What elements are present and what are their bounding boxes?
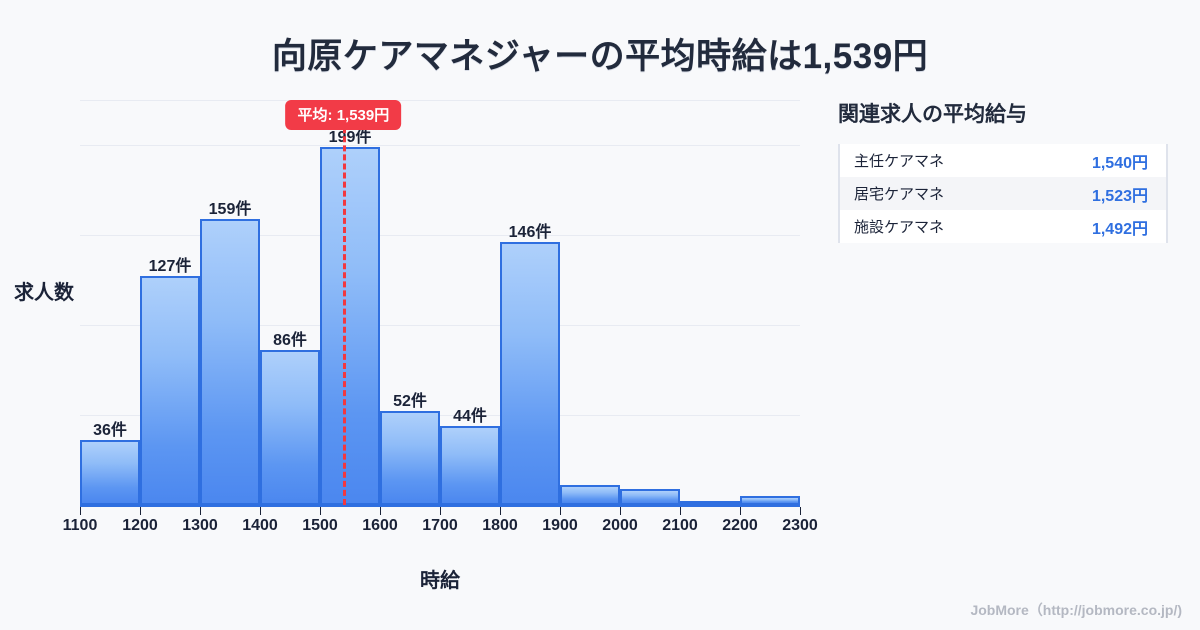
page-title: 向原ケアマネジャーの平均時給は1,539円	[271, 37, 929, 76]
x-axis-tick-label: 2300	[782, 517, 818, 534]
bar-value-label: 127件	[148, 258, 192, 276]
bar	[80, 440, 140, 505]
related-salary-panel: 関連求人の平均給与 主任ケアマネ 1,540円居宅ケアマネ 1,523円施設ケアマネ…	[838, 98, 1168, 243]
x-axis-tick-label: 2000	[602, 517, 638, 534]
table-row-value: 1,540円	[1091, 154, 1148, 172]
x-axis-tick	[440, 507, 441, 515]
bar	[740, 496, 800, 505]
bar	[140, 276, 200, 505]
gridline	[80, 145, 800, 146]
bar	[680, 501, 740, 505]
x-axis-tick-label: 1500	[302, 517, 338, 534]
x-axis-tick-label: 2100	[662, 517, 698, 534]
bar	[620, 488, 680, 505]
gridline	[80, 235, 800, 236]
bar-value-label: 36件	[93, 422, 127, 440]
bar	[200, 218, 260, 505]
table-row: 施設ケアマネ 1,492円	[840, 210, 1166, 243]
bar	[260, 350, 320, 505]
x-axis-tick-label: 1700	[422, 517, 458, 534]
histogram-chart: 求人数 36件 127件 159件 86件 199件 52件 44件 146件 平均: 1,5…	[0, 92, 830, 612]
x-axis-tick	[740, 507, 741, 515]
footer-watermark: JobMore（http://jobmore.co.jp/)	[970, 602, 1182, 618]
x-axis: 1100 1200 1300 1400 1500 1600 1700 1800 1900 2000…	[63, 507, 818, 547]
table-row-label: 施設ケアマネ	[854, 219, 945, 236]
x-axis-tick	[560, 507, 561, 515]
bar-value-label: 86件	[273, 332, 307, 350]
average-badge: 平均: 1,539円	[285, 100, 402, 130]
x-axis-tick-label: 1800	[482, 517, 518, 534]
related-salary-table: 主任ケアマネ 1,540円居宅ケアマネ 1,523円施設ケアマネ 1,492円	[838, 144, 1168, 243]
table-row-value: 1,492円	[1091, 220, 1148, 238]
x-axis-tick	[620, 507, 621, 515]
bar-value-label: 44件	[453, 407, 487, 425]
plot-area	[80, 100, 800, 507]
x-axis-tick	[500, 507, 501, 515]
sidebar-title: 関連求人の平均給与	[838, 103, 1027, 126]
bar-value-label: 159件	[208, 200, 252, 218]
x-axis-tick	[260, 507, 261, 515]
x-axis-tick-label: 2200	[722, 517, 758, 534]
table-row-label: 主任ケアマネ	[854, 153, 945, 170]
table-row: 居宅ケアマネ 1,523円	[840, 177, 1166, 210]
x-axis-tick-label: 1300	[182, 517, 218, 534]
table-row-value: 1,523円	[1091, 187, 1148, 205]
bar	[500, 242, 560, 505]
x-axis-tick	[380, 507, 381, 515]
bar-value-label: 52件	[393, 393, 427, 411]
bar	[320, 146, 380, 505]
gridline	[80, 100, 800, 101]
table-row-label: 居宅ケアマネ	[854, 186, 945, 203]
x-axis-tick	[80, 507, 81, 515]
x-axis-tick	[140, 507, 141, 515]
x-axis-tick-label: 1900	[542, 517, 578, 534]
axis-baseline	[80, 505, 800, 507]
x-axis-tick	[800, 507, 801, 515]
bar-value-label: 146件	[508, 224, 552, 242]
y-axis-title: 求人数	[14, 282, 74, 304]
x-axis-tick-label: 1200	[122, 517, 158, 534]
bar	[560, 485, 620, 505]
bar	[440, 425, 500, 505]
x-axis-tick	[320, 507, 321, 515]
bar-value-label: 199件	[328, 128, 372, 146]
x-axis-tick-label: 1100	[62, 517, 98, 534]
x-axis-title: 時給	[420, 570, 460, 592]
x-axis-tick-label: 1400	[242, 517, 278, 534]
x-axis-tick	[680, 507, 681, 515]
table-row: 主任ケアマネ 1,540円	[840, 144, 1166, 177]
x-axis-tick	[200, 507, 201, 515]
gridline	[80, 325, 800, 326]
x-axis-tick-label: 1600	[362, 517, 398, 534]
bar	[380, 411, 440, 505]
gridline	[80, 415, 800, 416]
average-line	[343, 100, 347, 505]
